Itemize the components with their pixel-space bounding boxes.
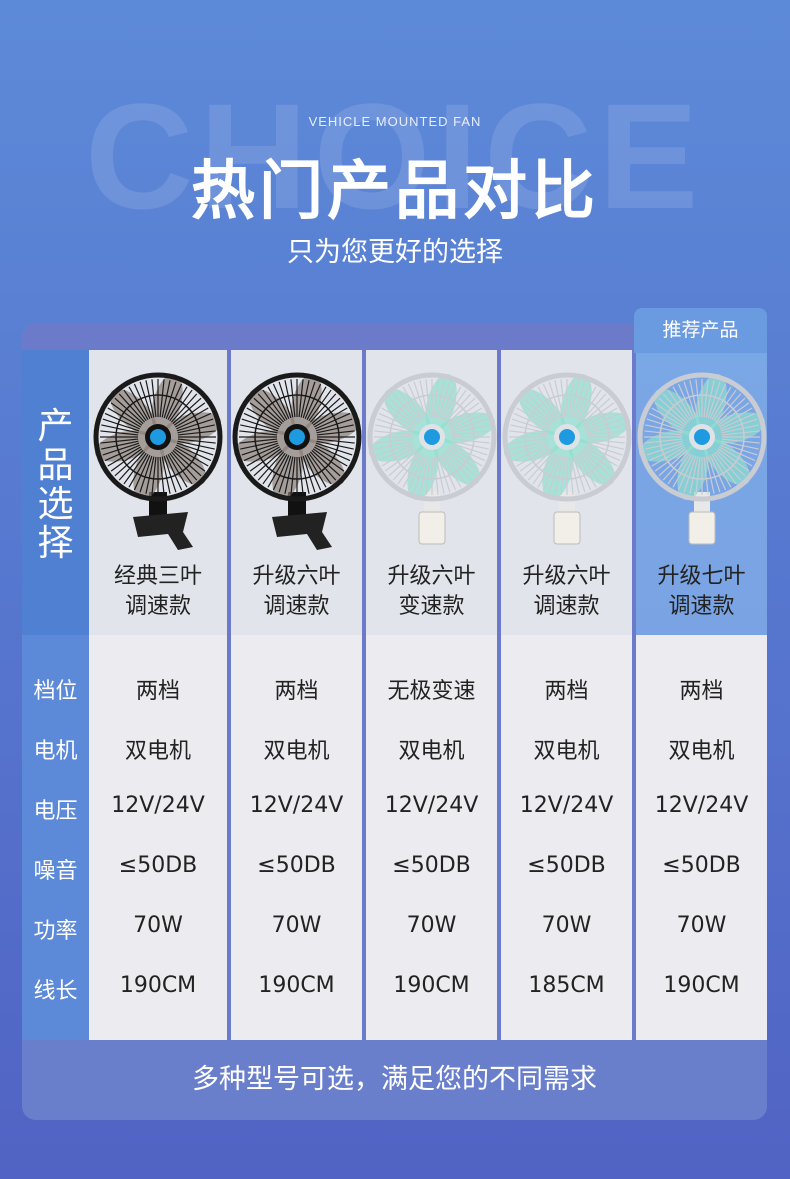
product-column: 经典三叶调速款两档双电机 12V/24V ≤50DB 70W 190CM: [89, 350, 227, 1040]
fan-image: [93, 372, 223, 556]
spec-cell: 70W: [271, 913, 322, 938]
spec-cell: 双电机: [398, 739, 465, 764]
product-name: 升级七叶 调速款: [636, 562, 767, 622]
spec-cell: 12V/24V: [519, 793, 614, 818]
spec-cell: 两档: [544, 679, 589, 704]
product-column: 升级六叶调速款两档双电机 12V/24V ≤50DB 70W 190CM: [231, 350, 362, 1040]
fan-image: [367, 372, 497, 556]
spec-cell: 190CM: [258, 973, 335, 998]
product-column: 升级七叶调速款两档双电机 12V/24V ≤50DB 70W 190CM: [636, 350, 767, 1040]
watermark-text: CHOICE: [85, 72, 705, 240]
spec-cell: 双电机: [668, 739, 735, 764]
spec-cell: 70W: [406, 913, 457, 938]
product-name: 升级六叶 调速款: [501, 562, 632, 622]
spec-cell: ≤50DB: [257, 853, 336, 878]
product-name-line2: 调速款: [124, 594, 191, 619]
spec-cell: 12V/24V: [384, 793, 479, 818]
product-image-cell: 升级六叶 调速款: [501, 350, 632, 635]
spec-cell: 两档: [274, 679, 319, 704]
spec-cell: 190CM: [119, 973, 197, 998]
product-column: 升级六叶变速款无极变速双电机 12V/24V ≤50DB 70W 190CM: [366, 350, 497, 1040]
row-label: 功率: [33, 919, 78, 944]
spec-cell: 12V/24V: [249, 793, 344, 818]
page-subtitle: 只为您更好的选择: [287, 237, 503, 268]
fan-image: [637, 372, 767, 556]
product-name: 升级六叶 调速款: [231, 562, 362, 622]
fan-image: [232, 372, 362, 556]
spec-cell: 双电机: [124, 739, 191, 764]
footer-banner: 多种型号可选，满足您的不同需求: [22, 1040, 767, 1120]
spec-cell: ≤50DB: [662, 853, 741, 878]
product-name: 经典三叶 调速款: [89, 562, 227, 622]
spec-cell: 185CM: [528, 973, 605, 998]
product-name-line2: 调速款: [533, 594, 600, 619]
product-name-line2: 变速款: [398, 594, 465, 619]
product-pick-label: 产品选择: [37, 406, 74, 564]
fan-image: [502, 372, 632, 556]
recommended-badge: 推荐产品: [634, 308, 767, 353]
row-label: 电压: [33, 799, 78, 824]
row-label: 噪音: [33, 859, 78, 884]
spec-cell: ≤50DB: [392, 853, 471, 878]
spec-cell: 70W: [541, 913, 592, 938]
spec-cell: 70W: [133, 913, 183, 938]
spec-cell: 双电机: [263, 739, 330, 764]
product-name: 升级六叶 变速款: [366, 562, 497, 622]
product-image-cell: 升级六叶 变速款: [366, 350, 497, 635]
product-name-line1: 经典三叶: [113, 564, 202, 589]
spec-cell: 70W: [676, 913, 727, 938]
spec-cell: 两档: [679, 679, 724, 704]
spec-cell: 12V/24V: [654, 793, 749, 818]
product-image-cell: 升级七叶 调速款: [636, 350, 767, 635]
page-title: 热门产品对比: [191, 155, 599, 229]
spec-cell: 两档: [135, 679, 180, 704]
spec-cell: ≤50DB: [118, 853, 198, 878]
comparison-table: 产品选择 多种型号可选，满足您的不同需求 档位 电机 电压 噪音 功率 线长 经典三叶 调速款…: [22, 323, 767, 1120]
product-pick-cell: 产品选择: [22, 350, 89, 635]
spec-cell: 12V/24V: [111, 793, 205, 818]
spec-cell: 190CM: [393, 973, 470, 998]
subtitle-english: VEHICLE MOUNTED FAN: [308, 114, 482, 129]
spec-cell: ≤50DB: [527, 853, 606, 878]
product-name-line1: 升级七叶: [657, 564, 746, 589]
row-label: 线长: [33, 979, 78, 1004]
product-name-line1: 升级六叶: [522, 564, 611, 589]
product-name-line1: 升级六叶: [387, 564, 476, 589]
product-name-line2: 调速款: [668, 594, 735, 619]
spec-cell: 无极变速: [387, 679, 476, 704]
product-image-cell: 升级六叶 调速款: [231, 350, 362, 635]
row-label: 档位: [33, 679, 78, 704]
product-image-cell: 经典三叶 调速款: [89, 350, 227, 635]
product-name-line2: 调速款: [263, 594, 330, 619]
row-label: 电机: [33, 739, 78, 764]
spec-cell: 190CM: [663, 973, 740, 998]
product-column: 升级六叶调速款两档双电机 12V/24V ≤50DB 70W 185CM: [501, 350, 632, 1040]
product-name-line1: 升级六叶: [252, 564, 341, 589]
spec-cell: 双电机: [533, 739, 600, 764]
